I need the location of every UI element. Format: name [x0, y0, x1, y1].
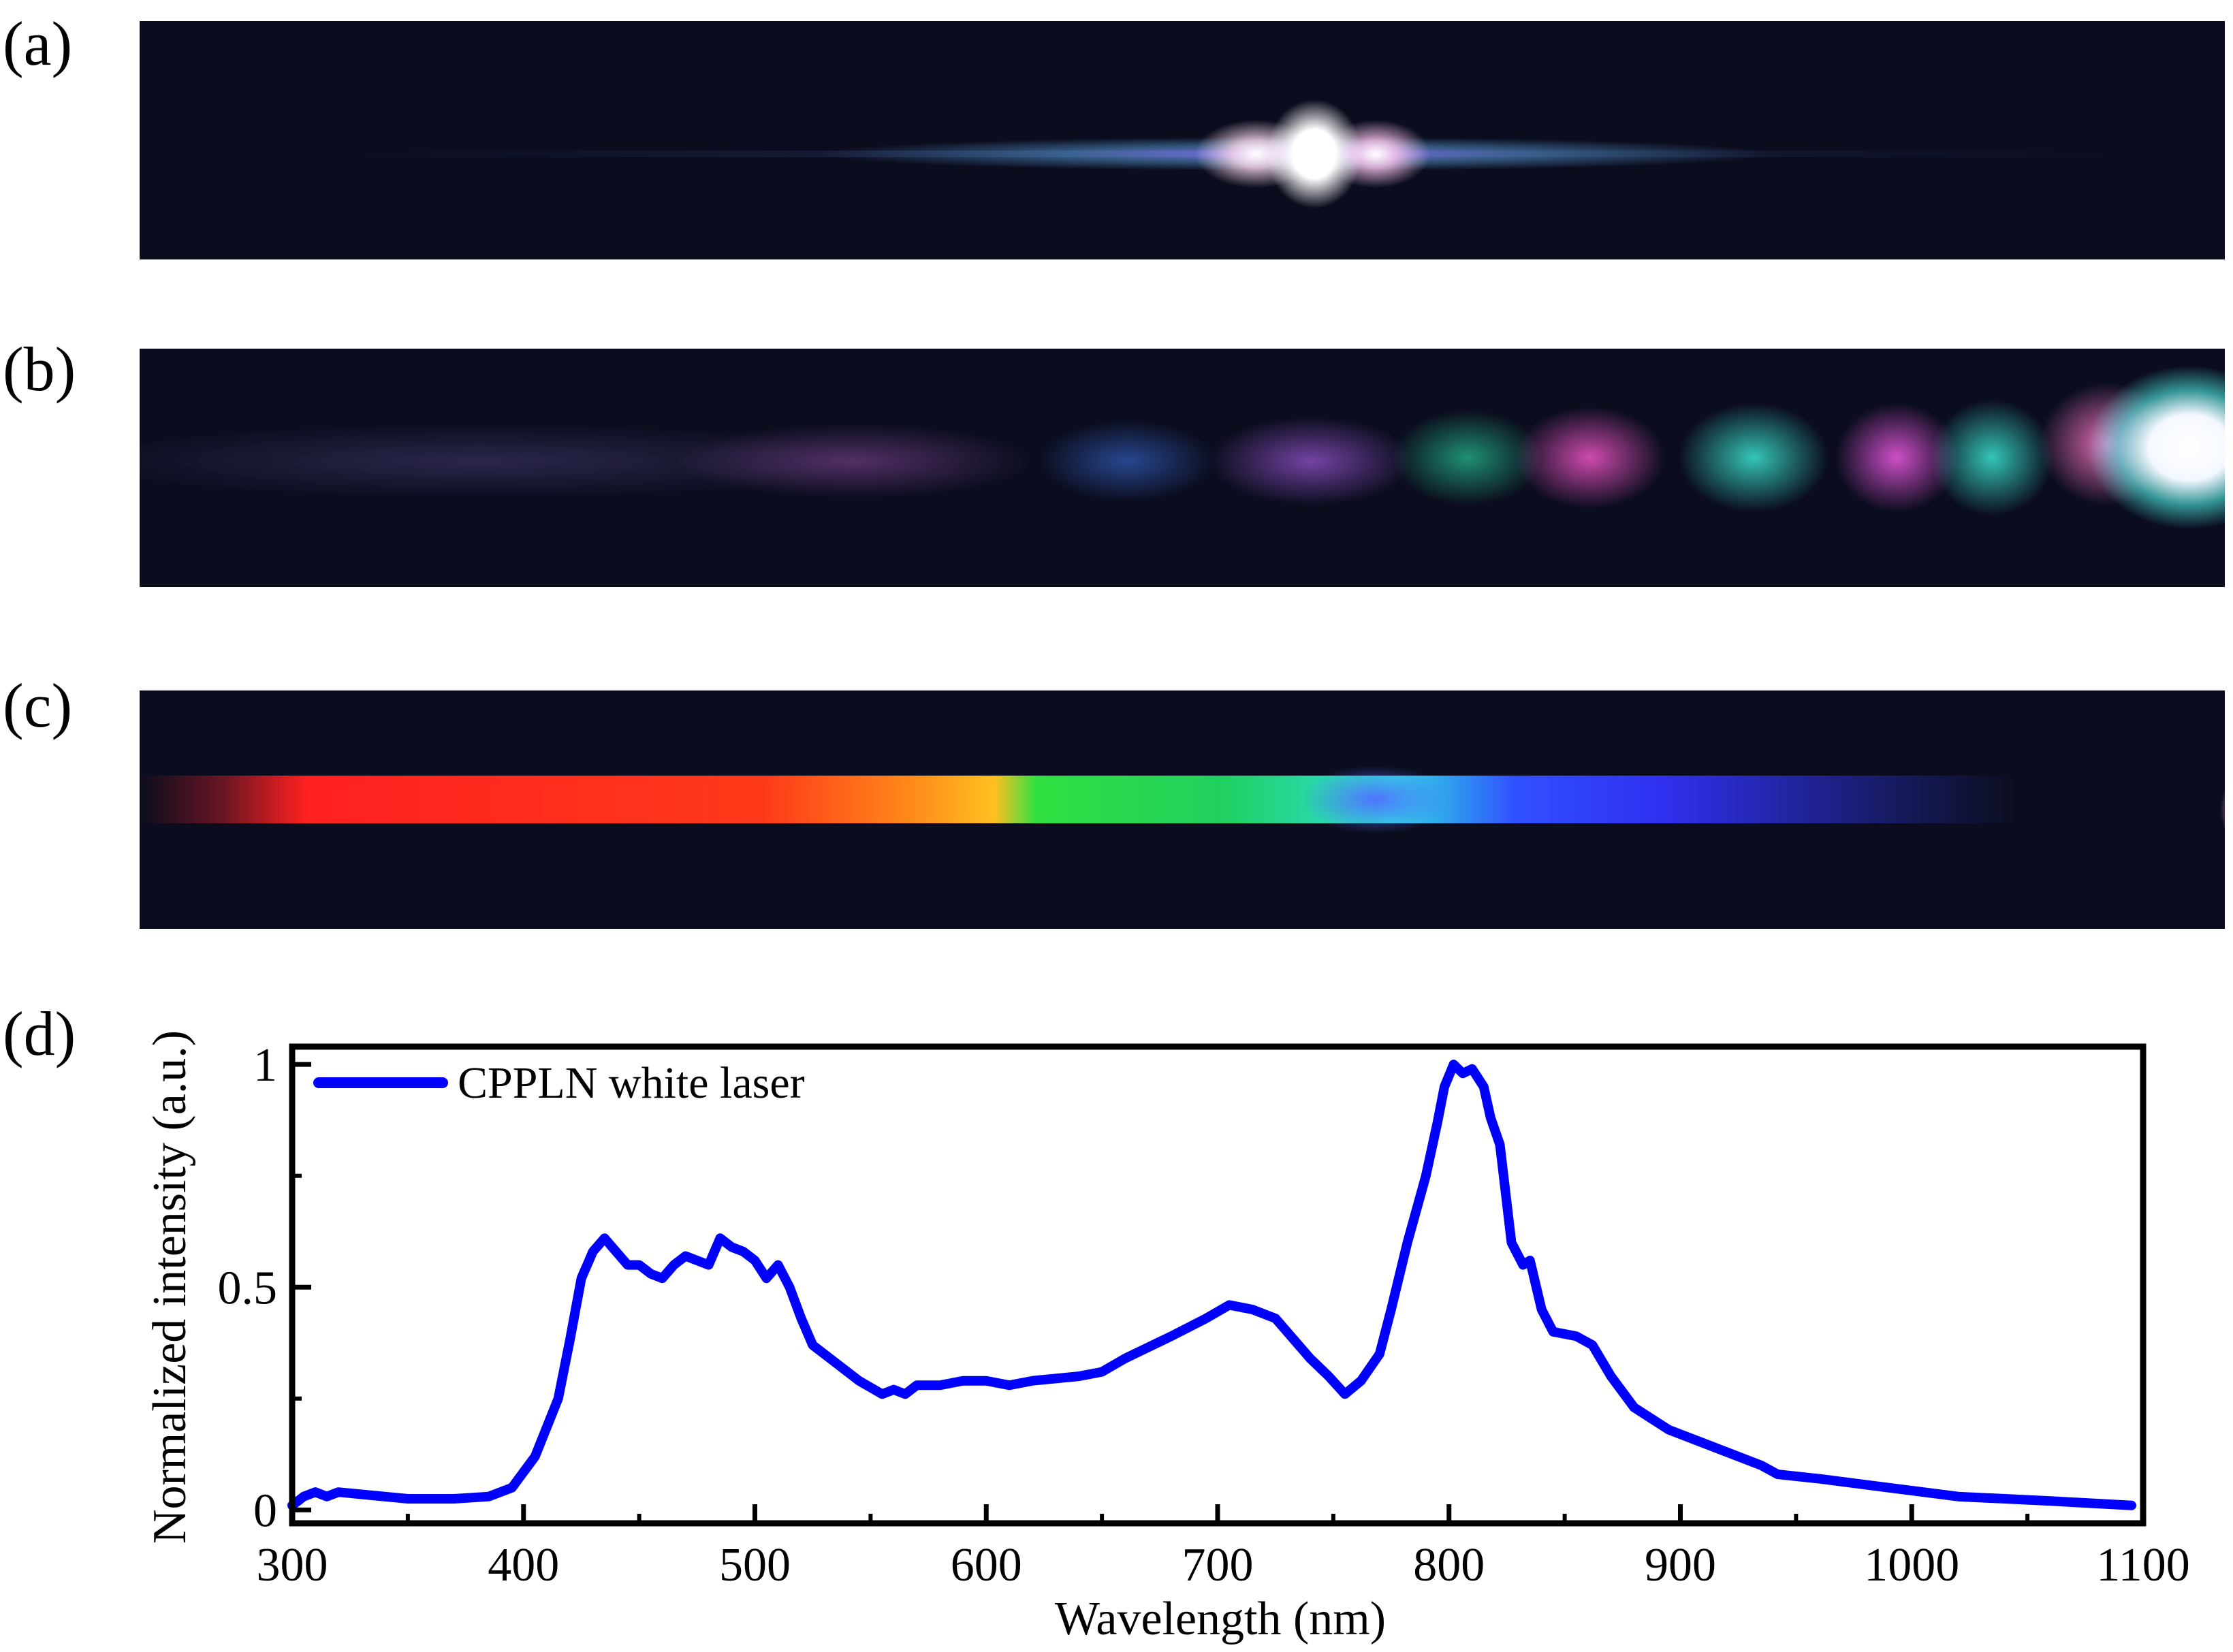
- y-axis-label: Normalized intensity (a.u.): [144, 1030, 196, 1544]
- x-tick-label: 500: [719, 1539, 791, 1591]
- x-tick-label: 700: [1182, 1539, 1254, 1591]
- legend-label: CPPLN white laser: [458, 1058, 805, 1108]
- photo-panel-b: [140, 349, 2225, 587]
- x-tick-label: 600: [951, 1539, 1022, 1591]
- legend: CPPLN white laser: [313, 1058, 805, 1108]
- panel-label-c: (c): [3, 671, 73, 740]
- panel-label-b: (b): [3, 334, 76, 404]
- panel-label-a: (a): [3, 9, 73, 78]
- photo-panel-a: [140, 21, 2225, 259]
- x-tick-label: 800: [1413, 1539, 1485, 1591]
- photo-panel-c: [140, 690, 2225, 929]
- x-tick-label: 300: [257, 1539, 328, 1591]
- series-line: [287, 1060, 2136, 1510]
- x-tick-label: 400: [488, 1539, 559, 1591]
- y-tick-label: 1: [253, 1039, 277, 1092]
- x-tick-label: 1000: [1864, 1539, 1959, 1591]
- y-tick-label: 0.5: [218, 1262, 278, 1314]
- x-axis-label: Wavelength (nm): [1055, 1593, 1386, 1645]
- x-tick-label: 900: [1645, 1539, 1716, 1591]
- panel-label-d: (d): [3, 999, 76, 1068]
- plot-frame: [289, 1043, 2147, 1527]
- x-tick-label: 1100: [2096, 1539, 2189, 1591]
- y-tick-label: 0: [253, 1484, 277, 1537]
